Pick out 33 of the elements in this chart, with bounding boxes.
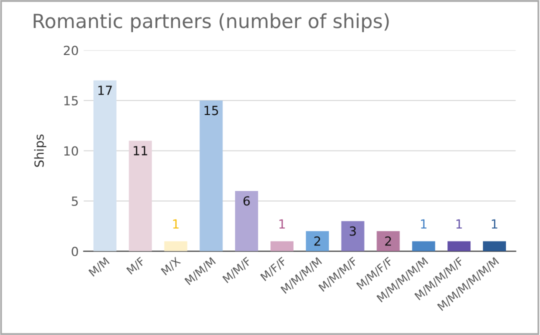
bar [306, 231, 329, 252]
bar [412, 241, 436, 252]
data-label: 1 [456, 219, 462, 229]
bar [270, 241, 294, 252]
data-label: 2 [385, 236, 391, 246]
bar [93, 80, 116, 252]
bar [448, 241, 471, 252]
x-tick-label: M/X [160, 256, 182, 276]
y-tick-label: 10 [64, 146, 78, 156]
data-label: 6 [243, 196, 250, 206]
data-label: 17 [98, 86, 112, 95]
y-tick-label: 0 [72, 246, 78, 256]
data-label: 1 [173, 219, 179, 229]
bar [128, 140, 152, 252]
y-tick-label: 5 [72, 196, 78, 206]
bar [235, 190, 258, 252]
bar [482, 241, 506, 252]
y-tick-label: 20 [64, 46, 78, 56]
chart-title: Romantic partners (number of ships) [34, 13, 389, 32]
bar [164, 241, 188, 252]
data-label: 3 [350, 226, 356, 236]
data-label: 11 [134, 146, 148, 156]
data-label: 1 [492, 219, 498, 229]
data-label: 1 [421, 219, 426, 229]
data-label: 1 [279, 219, 285, 229]
bar [341, 221, 364, 252]
bar [200, 100, 223, 252]
x-tick-label: M/F [126, 256, 146, 276]
y-tick-label: 15 [64, 96, 78, 106]
data-label: 15 [204, 106, 218, 116]
y-axis-title: Ships [34, 134, 46, 167]
bar [376, 231, 400, 252]
data-label: 2 [314, 236, 320, 246]
